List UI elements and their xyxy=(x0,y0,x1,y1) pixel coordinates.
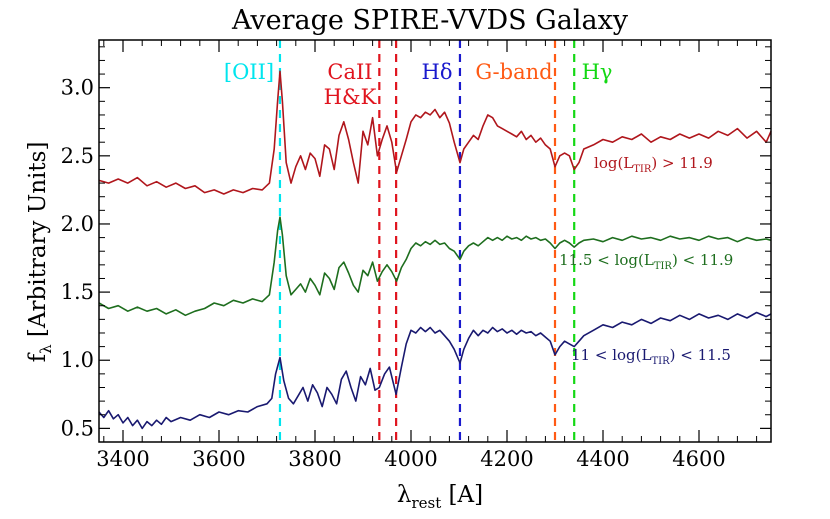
series-label-1: 11.5 < log(LTIR) < 11.9 xyxy=(559,251,733,272)
x-axis-label: λrest [A] xyxy=(397,482,483,512)
x-axis-label-rest: [A] xyxy=(441,482,483,508)
spectral-line-label-2-0: CaII xyxy=(327,60,372,84)
spectral-line-label-4-0: G-band xyxy=(475,60,552,84)
plot-frame xyxy=(98,39,772,443)
x-tick-label-4: 4200 xyxy=(480,447,533,471)
series-line-0 xyxy=(98,70,772,195)
y-tick-label-3: 2.0 xyxy=(61,212,94,236)
series-line-2 xyxy=(98,311,772,430)
chart-title: Average SPIRE-VVDS Galaxy xyxy=(231,5,629,36)
spectral-line-label-2-1: H&K xyxy=(324,85,377,109)
spectra-series: log(LTIR) > 11.9 11.5 < log(LTIR) < 11.9 1… xyxy=(98,70,772,430)
y-tick-label-5: 3.0 xyxy=(61,76,94,100)
y-axis-label: fλ [Arbitrary Units] xyxy=(25,142,55,363)
y-tick-label-4: 2.5 xyxy=(61,144,94,168)
x-tick-label-6: 4600 xyxy=(672,447,725,471)
spectral-line-label-3-0: Hδ xyxy=(422,60,453,84)
y-axis-label-main: f xyxy=(25,352,51,362)
axis-ticks: 3400 3600 3800 4000 4200 4400 4600 0.5 1.0 1.5 2.0… xyxy=(61,40,771,471)
x-tick-label-5: 4400 xyxy=(576,447,629,471)
x-tick-label-3: 4000 xyxy=(384,447,437,471)
x-tick-label-2: 3800 xyxy=(288,447,341,471)
x-tick-label-1: 3600 xyxy=(192,447,245,471)
x-axis-label-sub: rest xyxy=(411,494,441,512)
y-axis-label-sub: λ xyxy=(37,344,55,354)
x-axis-label-main: λ xyxy=(397,482,412,508)
y-tick-label-2: 1.5 xyxy=(61,280,94,304)
series-label-2: 11 < log(LTIR) < 11.5 xyxy=(571,346,731,367)
spectral-line-label-0-0: [OII] xyxy=(224,60,274,84)
spectral-line-label-5-0: Hγ xyxy=(582,60,613,84)
y-axis-label-rest: [Arbitrary Units] xyxy=(25,142,51,345)
x-tick-label-0: 3400 xyxy=(96,447,149,471)
series-label-0: log(LTIR) > 11.9 xyxy=(594,154,713,175)
y-tick-label-1: 1.0 xyxy=(61,348,94,372)
series-line-1 xyxy=(98,216,772,317)
y-tick-label-0: 0.5 xyxy=(61,416,94,440)
